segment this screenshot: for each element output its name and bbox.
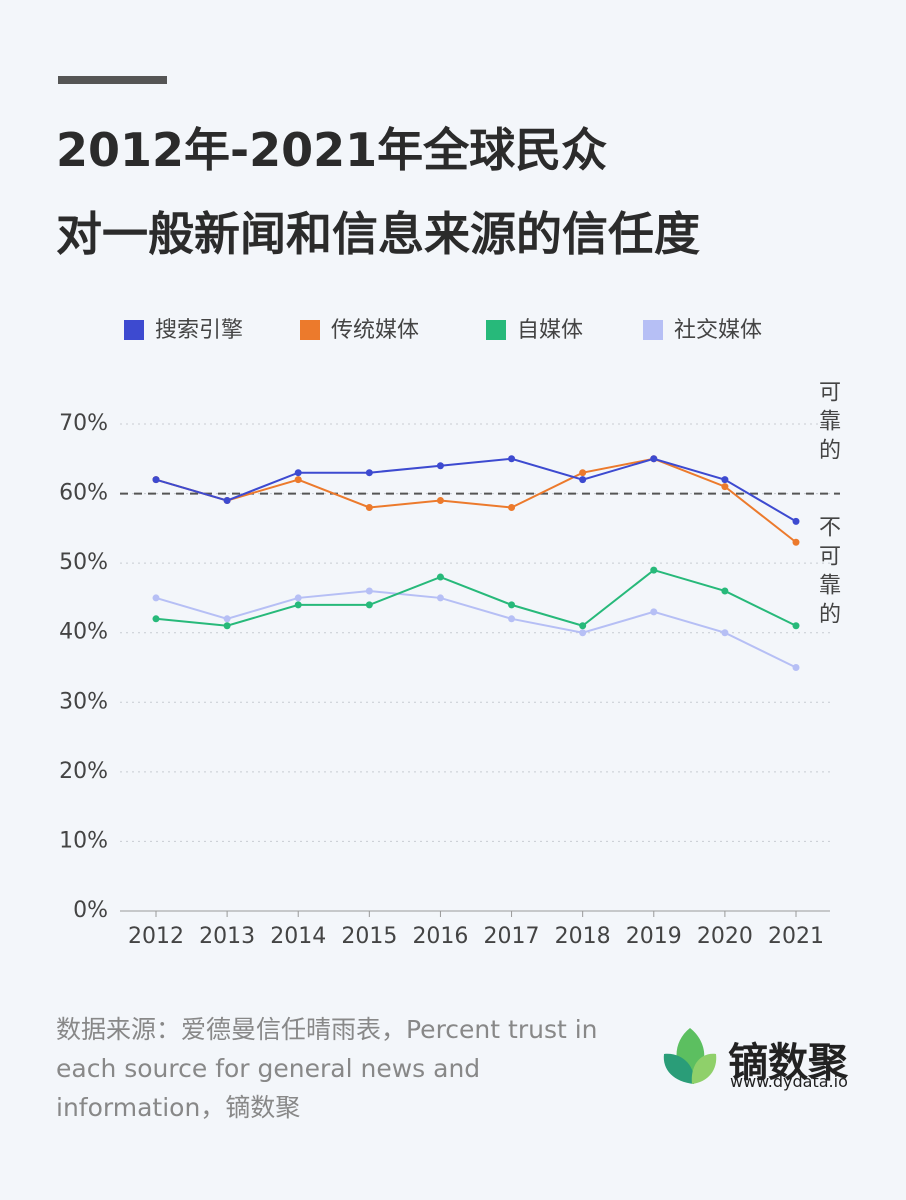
series-line (155, 589, 797, 669)
legend-label: 搜索引擎 (155, 318, 243, 343)
data-point (152, 615, 160, 623)
data-point (508, 601, 516, 609)
y-tick-label: 50% (59, 550, 108, 575)
data-point (579, 476, 587, 484)
data-point (365, 601, 373, 609)
data-point (436, 497, 444, 505)
data-point (508, 455, 516, 463)
data-point (294, 594, 302, 602)
data-point (223, 615, 231, 623)
logo-icon (663, 1028, 717, 1084)
title-line: 2012年-2021年全球民众 (56, 123, 608, 177)
data-point (721, 483, 729, 491)
data-point (365, 503, 373, 511)
data-point (223, 497, 231, 505)
data-point (436, 594, 444, 602)
series-line (155, 568, 797, 627)
x-tick-label: 2015 (341, 924, 397, 949)
data-point (294, 476, 302, 484)
x-tick-label: 2017 (484, 924, 540, 949)
data-point (579, 629, 587, 637)
x-tick-label: 2020 (697, 924, 753, 949)
data-point (365, 469, 373, 477)
y-tick-label: 20% (59, 759, 108, 784)
legend-swatch (486, 320, 506, 340)
data-point (579, 469, 587, 477)
data-point (152, 476, 160, 484)
series-line (155, 457, 797, 523)
data-point (152, 594, 160, 602)
data-point (792, 517, 800, 525)
x-tick-label: 2018 (555, 924, 611, 949)
x-tick-label: 2014 (270, 924, 326, 949)
top-bar (58, 76, 167, 84)
x-tick-label: 2012 (128, 924, 184, 949)
y-tick-label: 30% (59, 689, 108, 714)
data-point (508, 503, 516, 511)
legend-swatch (643, 320, 663, 340)
data-point (792, 664, 800, 671)
data-point (436, 573, 444, 581)
x-tick-label: 2019 (626, 924, 682, 949)
data-point (650, 608, 658, 616)
y-tick-label: 60% (59, 481, 108, 506)
y-tick-label: 0% (73, 898, 108, 923)
data-point (721, 476, 729, 484)
x-tick-label: 2013 (199, 924, 255, 949)
data-point (721, 587, 729, 595)
data-point (294, 469, 302, 477)
x-tick-label: 2021 (768, 924, 824, 949)
data-point (792, 622, 800, 630)
data-point (294, 601, 302, 609)
series-line (155, 457, 797, 544)
annotation: 可靠的 (815, 380, 840, 467)
legend-label: 社交媒体 (674, 318, 762, 343)
legend-label: 传统媒体 (331, 318, 419, 343)
chart: 搜索引擎 传统媒体 自媒体 社交媒体 0% 10% 20% 30% 40% 50% 60% 70% 20… (59, 318, 840, 949)
data-point (223, 622, 231, 630)
data-point (721, 629, 729, 637)
title-line: 对一般新闻和信息来源的信任度 (56, 207, 700, 261)
data-point (650, 455, 658, 463)
annotation: 不可靠的 (815, 515, 840, 631)
data-point (508, 615, 516, 623)
data-point (650, 566, 658, 574)
data-point (436, 462, 444, 470)
legend-swatch (300, 320, 320, 340)
logo-name: 镝数聚 (728, 1040, 848, 1086)
logo-url: www.dydata.io (730, 1072, 848, 1091)
legend-swatch (124, 320, 144, 340)
y-tick-label: 70% (59, 411, 108, 436)
legend-label: 自媒体 (517, 318, 583, 343)
x-tick-label: 2016 (412, 924, 468, 949)
data-point (365, 587, 373, 595)
source-note: 数据来源：爱德曼信任晴雨表，Percent trust in each sour… (56, 1015, 598, 1122)
y-tick-label: 10% (59, 828, 108, 853)
data-point (792, 538, 800, 546)
data-point (579, 622, 587, 630)
y-tick-label: 40% (59, 620, 108, 645)
